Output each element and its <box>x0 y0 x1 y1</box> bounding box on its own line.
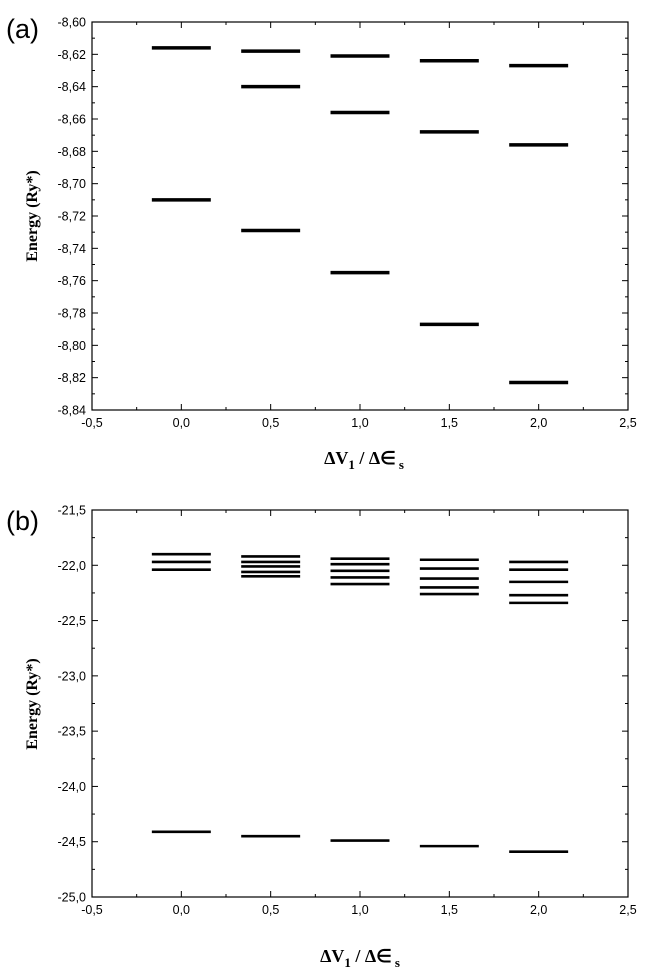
panel-b-x-tick-label: 2,5 <box>619 903 636 917</box>
panel-a-y-tick-label: -8,80 <box>58 339 87 353</box>
panel-b-levels <box>151 552 569 853</box>
panel-b-y-tick-label: -22,5 <box>58 614 87 628</box>
panel-a-x-tick-label: -0,5 <box>81 416 103 430</box>
panel-a-xlabel: ΔV1 / Δ∈ s <box>324 448 404 472</box>
panel-a: (a) Energy (Ry*) ΔV1 / Δ∈ s -0,5 0,0 0,5 1,0… <box>6 14 637 472</box>
panel-a-x-tick-label: 0,5 <box>262 416 279 430</box>
panel-b-xlabel-main: ΔV <box>320 946 344 966</box>
panel-a-x-tick-label: 1,0 <box>351 416 368 430</box>
panel-b-y-tick-label: -21,5 <box>58 504 87 518</box>
panel-a-ticks: -0,5 0,0 0,5 1,0 1,5 2,0 2,5 -8,60 -8,62 -8,64 -8,… <box>58 16 637 431</box>
panel-a-y-tick-label: -8,62 <box>58 48 87 62</box>
panel-b-x-tick-label: 1,5 <box>441 903 458 917</box>
panel-a-y-tick-label: -8,82 <box>58 371 87 385</box>
panel-b-x-tick-label: 0,5 <box>262 903 279 917</box>
panel-b: (b) Energy (Ry*) ΔV1 / Δ∈ s -0,5 0,0 0,5 1,0… <box>6 504 637 971</box>
panel-a-xlabel-sub2: s <box>399 457 404 472</box>
panel-a-plot-frame <box>91 21 629 411</box>
panel-b-xlabel-sub2: s <box>395 955 400 970</box>
panel-a-xlabel-mid: / Δ∈ <box>355 448 396 468</box>
panel-a-y-tick-label: -8,74 <box>58 242 87 256</box>
panel-a-label: (a) <box>6 14 39 44</box>
panel-a-levels <box>151 46 569 385</box>
panel-b-y-tick-label: -25,0 <box>58 891 87 905</box>
panel-a-x-tick-label: 2,5 <box>619 416 636 430</box>
panel-a-x-tick-label: 0,0 <box>173 416 190 430</box>
panel-b-y-tick-label: -23,5 <box>58 725 87 739</box>
panel-a-xlabel-main: ΔV <box>324 448 348 468</box>
panel-b-x-tick-label: 0,0 <box>173 903 190 917</box>
panel-a-xlabel-sub: 1 <box>348 457 355 472</box>
panel-a-y-tick-label: -8,76 <box>58 274 87 288</box>
panel-b-xlabel-sub: 1 <box>344 955 351 970</box>
panel-b-x-tick-label: 2,0 <box>530 903 547 917</box>
panel-a-y-tick-label: -8,70 <box>58 177 87 191</box>
panel-b-x-tick-label: 1,0 <box>351 903 368 917</box>
panel-a-y-tick-label: -8,84 <box>58 404 87 418</box>
panel-b-y-tick-label: -24,0 <box>58 780 87 794</box>
panel-a-y-tick-label: -8,60 <box>58 16 87 30</box>
panel-a-x-tick-label: 2,0 <box>530 416 547 430</box>
panel-a-x-tick-label: 1,5 <box>441 416 458 430</box>
panel-a-y-tick-label: -8,68 <box>58 145 87 159</box>
panel-b-plot-frame <box>91 509 629 898</box>
panel-a-y-tick-label: -8,64 <box>58 80 87 94</box>
panel-b-label: (b) <box>6 506 39 536</box>
panel-a-y-tick-label: -8,78 <box>58 307 87 321</box>
panel-b-x-tick-label: -0,5 <box>81 903 103 917</box>
panel-b-y-tick-label: -22,0 <box>58 559 87 573</box>
panel-b-xlabel-mid: / Δ∈ <box>351 946 392 966</box>
panel-b-ylabel: Energy (Ry*) <box>24 658 41 749</box>
panel-a-ylabel: Energy (Ry*) <box>24 170 41 261</box>
panel-b-ticks: -0,5 0,0 0,5 1,0 1,5 2,0 2,5 -21,5 -22,0 -22,5 -23… <box>58 504 637 918</box>
panel-b-y-tick-label: -24,5 <box>58 835 87 849</box>
panel-b-y-tick-label: -23,0 <box>58 669 87 683</box>
panel-a-y-tick-label: -8,72 <box>58 210 87 224</box>
panel-b-xlabel: ΔV1 / Δ∈ s <box>320 946 400 970</box>
panel-a-y-tick-label: -8,66 <box>58 113 87 127</box>
